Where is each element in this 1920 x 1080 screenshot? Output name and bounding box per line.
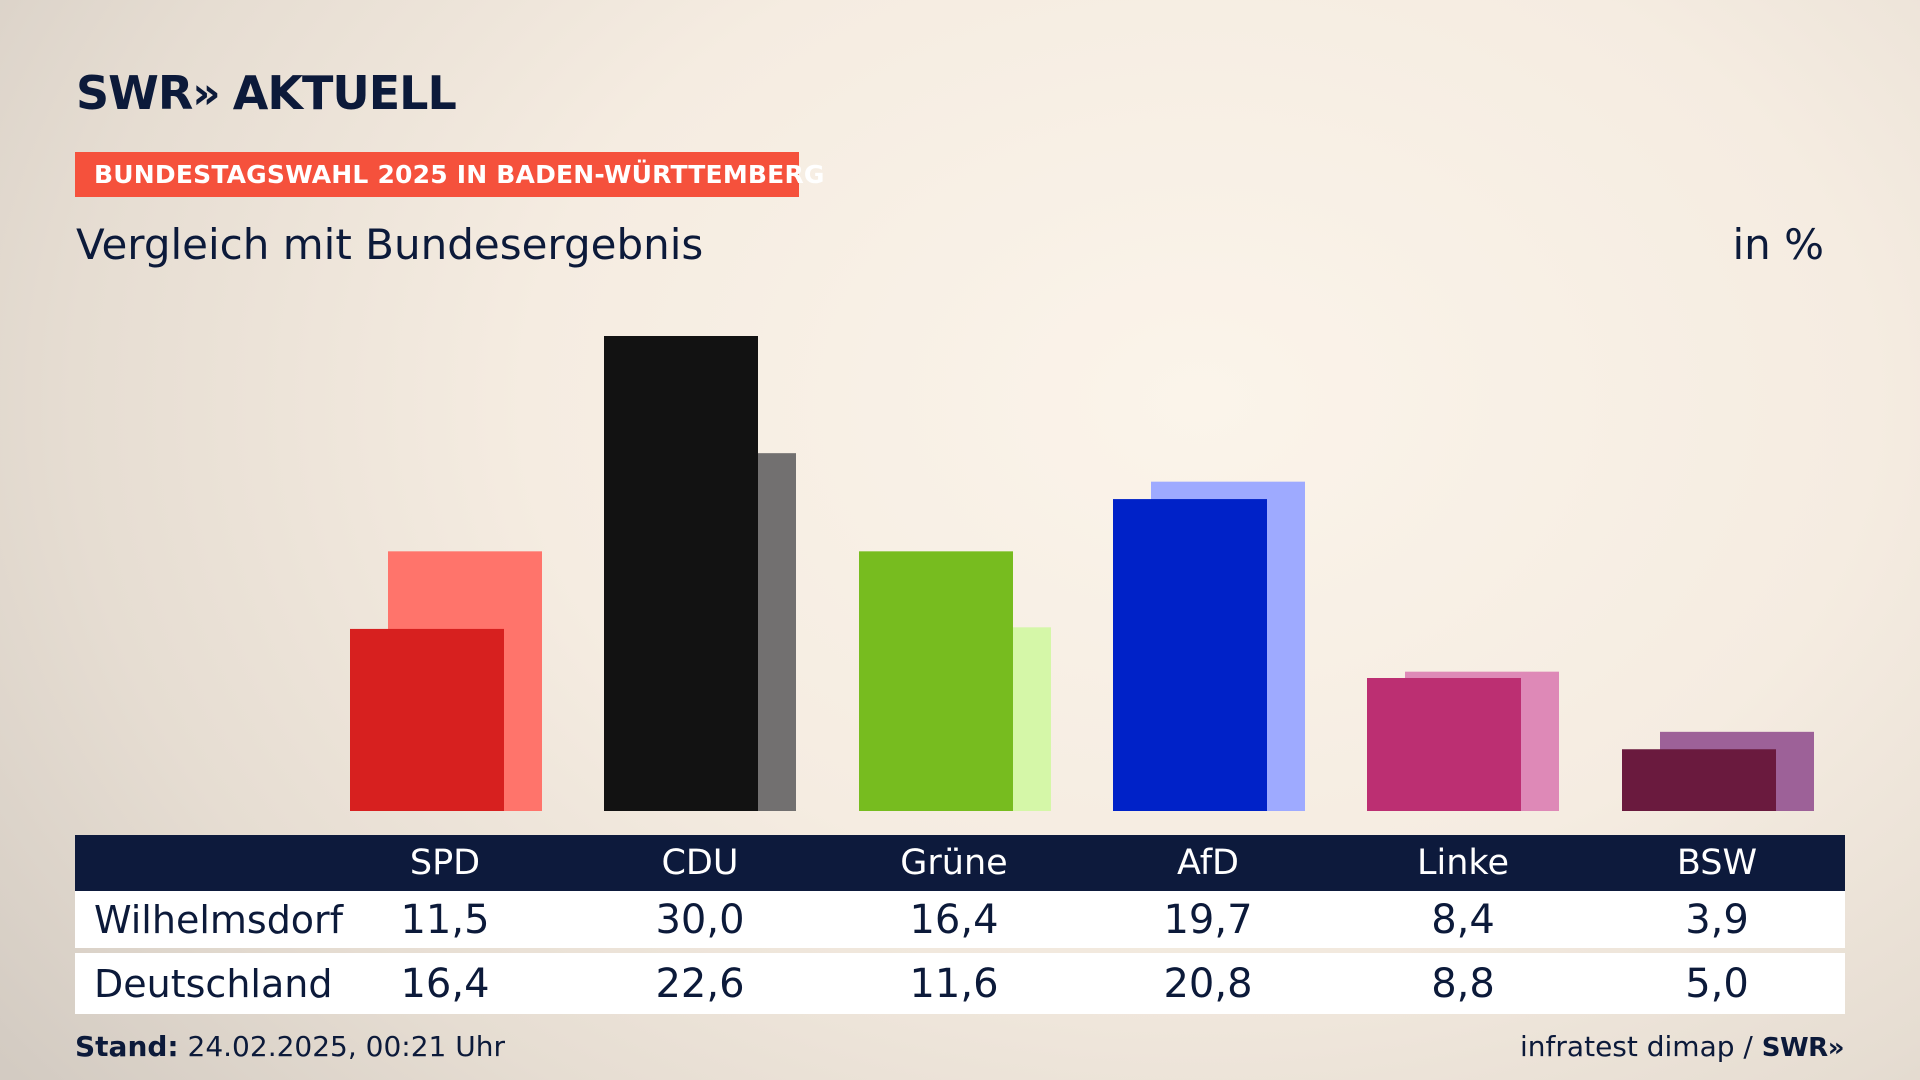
chart-subtitle: Vergleich mit Bundesergebnis	[76, 220, 704, 269]
logo-swr: SWR	[76, 66, 193, 120]
table-cell: 19,7	[1163, 896, 1253, 943]
row-label: Deutschland	[94, 961, 333, 1006]
topic-badge: BUNDESTAGSWAHL 2025 IN BADEN-WÜRTTEMBERG	[75, 152, 824, 197]
bar-wilhelmsdorf-4	[1367, 678, 1521, 811]
table-cell: 8,4	[1431, 896, 1495, 943]
column-header-linke: Linke	[1417, 843, 1509, 883]
column-header-cdu: CDU	[661, 843, 739, 883]
logo-aktuell: AKTUELL	[232, 66, 457, 120]
source-logo: SWR	[1761, 1033, 1828, 1063]
table-row: Wilhelmsdorf 11,5 30,0 16,4 19,7 8,4 3,9	[75, 891, 1845, 948]
table-cell: 11,6	[909, 960, 999, 1007]
stand-label: Stand:	[75, 1030, 179, 1063]
results-table: SPD CDU Grüne AfD Linke BSW Wilhelmsdorf 11,5…	[75, 835, 1845, 1014]
bar-wilhelmsdorf-5	[1622, 749, 1776, 811]
bar-wilhelmsdorf-1	[604, 336, 758, 811]
timestamp: Stand: 24.02.2025, 00:21 Uhr	[75, 1030, 505, 1063]
table-cell: 22,6	[655, 960, 745, 1007]
column-header-afd: AfD	[1177, 843, 1239, 883]
table-cell: 5,0	[1685, 960, 1749, 1007]
table-cell: 16,4	[400, 960, 490, 1007]
table-cell: 20,8	[1163, 960, 1253, 1007]
table-row: Deutschland 16,4 22,6 11,6 20,8 8,8 5,0	[75, 953, 1845, 1014]
table-cell: 8,8	[1431, 960, 1495, 1007]
unit-label: in %	[1732, 220, 1824, 269]
bar-wilhelmsdorf-2	[859, 551, 1013, 811]
table-header: SPD CDU Grüne AfD Linke BSW	[75, 835, 1845, 891]
bar-wilhelmsdorf-3	[1113, 499, 1267, 811]
source-logo-chevrons-icon: »	[1827, 1033, 1845, 1063]
column-header-grne: Grüne	[900, 843, 1008, 883]
table-cell: 30,0	[655, 896, 745, 943]
table-cell: 16,4	[909, 896, 999, 943]
table-cell: 3,9	[1685, 896, 1749, 943]
swr-aktuell-logo: SWR » AKTUELL	[76, 66, 457, 120]
column-header-bsw: BSW	[1676, 843, 1758, 883]
column-header-spd: SPD	[409, 843, 481, 883]
row-label: Wilhelmsdorf	[94, 897, 344, 942]
bar-wilhelmsdorf-0	[350, 628, 504, 811]
source-text: infratest dimap /	[1520, 1030, 1753, 1063]
stand-value: 24.02.2025, 00:21 Uhr	[187, 1030, 505, 1063]
table-cell: 11,5	[400, 896, 490, 943]
source-credit: infratest dimap / SWR»	[1520, 1030, 1844, 1063]
